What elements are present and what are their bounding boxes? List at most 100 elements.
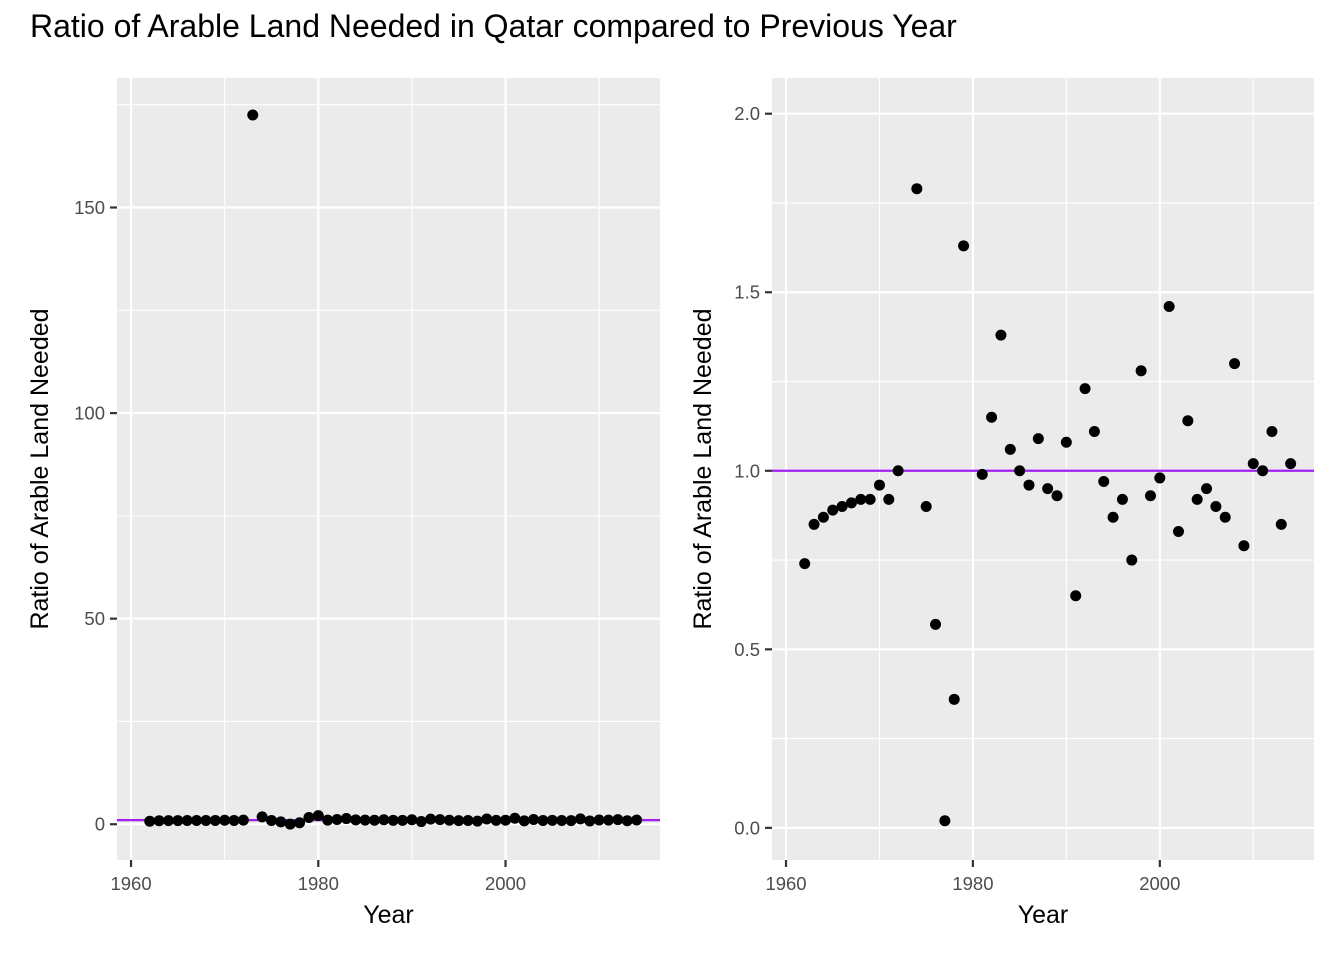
data-point [799,558,811,570]
data-point [986,411,998,423]
right-scatter-panel: 1960 1980 2000 0.0 0.5 1.0 1.5 2.0 Year Ratio of … [689,78,1314,929]
x-tick-label: 1960 [110,873,151,894]
data-point [1042,483,1054,495]
data-point [1116,493,1128,505]
data-point [1004,443,1016,455]
data-point [284,818,296,830]
data-point [481,813,493,825]
data-point [415,816,427,828]
data-point [612,814,624,826]
data-point [490,814,502,826]
data-point [303,812,315,824]
data-point [471,815,483,827]
data-point [406,814,418,826]
data-point [836,500,848,512]
data-point [1107,511,1119,523]
x-axis-title: Year [1018,901,1069,929]
data-point [584,815,596,827]
x-tick-label: 2000 [485,873,526,894]
data-point [1210,500,1222,512]
data-point [565,815,577,827]
data-point [1144,490,1156,502]
data-point [1257,465,1269,477]
y-tick-label: 0.0 [734,817,760,838]
y-tick-label: 50 [84,608,105,629]
data-point [378,814,390,826]
data-point [621,815,633,827]
data-point [1070,590,1082,602]
data-point [631,814,643,826]
data-point [537,814,549,826]
data-point [920,500,932,512]
data-point [340,813,352,825]
data-point [1079,383,1091,395]
data-point [359,814,371,826]
data-point [939,815,951,827]
data-point [322,814,334,826]
plot-background [117,78,660,860]
data-point [509,812,521,824]
data-point [265,815,277,827]
data-point [500,814,512,826]
data-point [1154,472,1166,484]
data-point [172,815,184,827]
y-tick-label: 0 [95,814,105,835]
data-point [181,815,193,827]
data-point [958,240,970,252]
data-point [883,493,895,505]
data-point [873,479,885,491]
x-tick-label: 1980 [298,873,339,894]
y-tick-label: 1.5 [734,282,760,303]
y-tick-label: 100 [74,403,105,424]
data-point [331,814,343,826]
data-point [462,814,474,826]
data-point [247,109,259,121]
data-point [397,814,409,826]
x-tick-label: 2000 [1139,873,1180,894]
data-point [1201,483,1213,495]
data-point [191,814,203,826]
data-point [425,813,437,825]
data-point [1285,458,1297,470]
data-point [518,815,530,827]
data-point [603,814,615,826]
data-point [1088,426,1100,438]
data-point [1098,475,1110,487]
data-point [911,183,923,195]
data-point [845,497,857,509]
data-point [1032,433,1044,445]
data-point [228,814,240,826]
data-point [368,814,380,826]
data-point [1191,493,1203,505]
data-point [808,518,820,530]
data-point [200,814,212,826]
x-axis-title: Year [363,901,414,929]
data-point [387,814,399,826]
data-point [350,814,362,826]
data-point [995,329,1007,341]
data-point [817,511,829,523]
data-point [1275,518,1287,530]
data-point [593,814,605,826]
data-point [556,815,568,827]
y-tick-label: 2.0 [734,103,760,124]
data-point [453,815,465,827]
data-point [1135,365,1147,377]
data-point [976,468,988,480]
data-point [294,817,306,829]
data-point [1126,554,1138,566]
plot-background [772,78,1314,860]
y-axis-title: Ratio of Arable Land Needed [26,308,54,629]
y-tick-label: 1.0 [734,460,760,481]
data-point [1060,436,1072,448]
data-point [153,815,165,827]
data-point [528,814,540,826]
y-axis-title: Ratio of Arable Land Needed [689,308,717,629]
data-point [574,813,586,825]
data-point [256,811,268,823]
data-point [1173,525,1184,537]
data-point [827,504,839,516]
y-tick-label: 150 [74,197,105,218]
data-point [144,815,156,827]
